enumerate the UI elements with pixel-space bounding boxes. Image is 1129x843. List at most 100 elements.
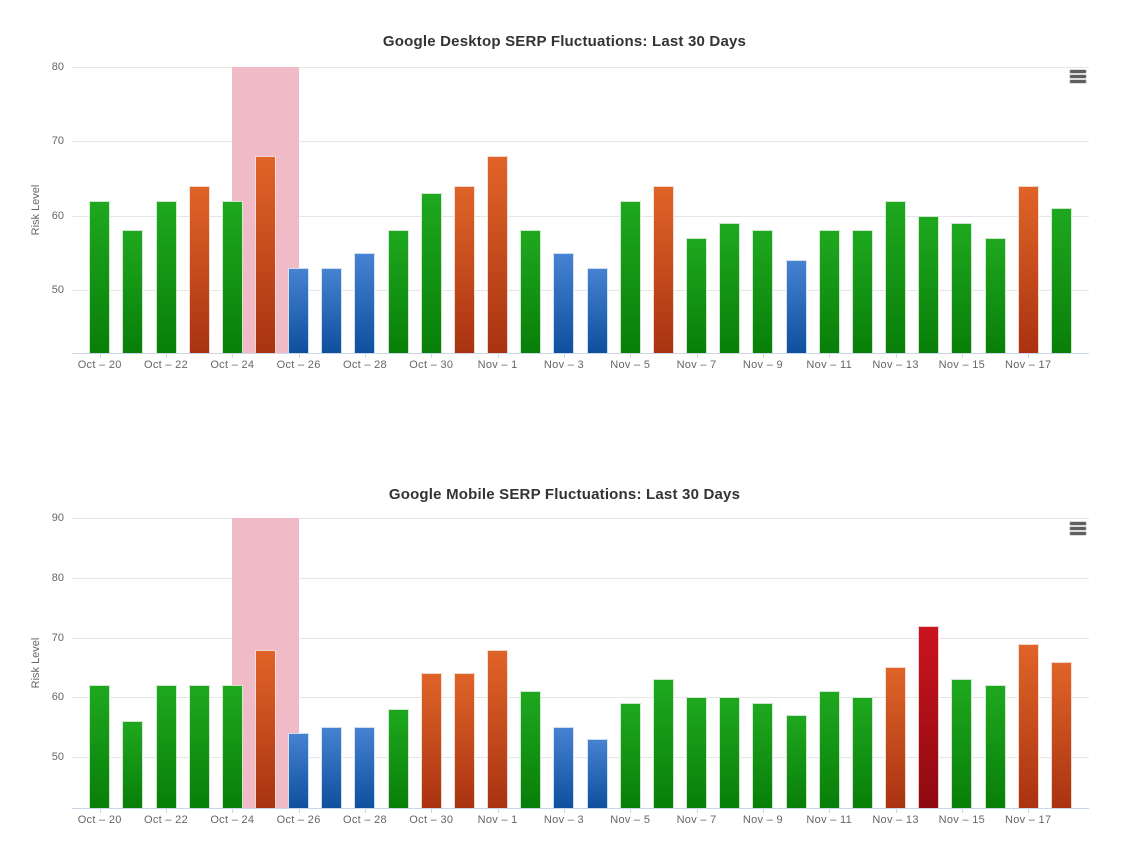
x-axis-tick-label: Oct – 22 <box>144 814 188 826</box>
bar-oct-23[interactable] <box>188 685 210 808</box>
bar-oct-20[interactable] <box>89 200 111 353</box>
bar-nov-14[interactable] <box>918 625 940 808</box>
bar-nov-5[interactable] <box>619 703 641 808</box>
bar-nov-11[interactable] <box>818 691 840 808</box>
bar-nov-10[interactable] <box>785 715 807 808</box>
bar-oct-22[interactable] <box>155 685 177 808</box>
bar-oct-23[interactable] <box>188 185 210 353</box>
bar-oct-27[interactable] <box>321 267 343 353</box>
chart-export-menu-button[interactable] <box>1066 518 1090 539</box>
bar-nov-5[interactable] <box>619 200 641 353</box>
x-axis-tick <box>563 353 565 358</box>
bar-nov-7[interactable] <box>686 697 708 808</box>
plot-area-desktop: 50 60 70 80 Oct – 20 Oct – 22 Oct – 24 Oct – 26… <box>52 61 1089 371</box>
x-axis-tick-label: Oct – 22 <box>144 359 188 371</box>
bar-nov-15[interactable] <box>951 223 973 353</box>
bar-oct-25[interactable] <box>255 156 276 353</box>
bar-nov-13[interactable] <box>885 200 907 353</box>
bar-nov-3[interactable] <box>553 727 575 808</box>
hamburger-icon <box>1070 70 1086 83</box>
x-axis-tick-label: Nov – 15 <box>938 359 986 371</box>
bar-nov-1[interactable] <box>487 649 509 808</box>
x-axis-tick-label: Nov – 9 <box>742 814 783 826</box>
bar-nov-6[interactable] <box>652 679 674 808</box>
x-axis-tick-label: Oct – 28 <box>342 814 387 826</box>
x-axis-tick <box>497 353 499 358</box>
x-axis-tick <box>829 353 831 358</box>
x-axis-tick <box>232 353 234 358</box>
bar-oct-21[interactable] <box>122 721 144 808</box>
bar-oct-28[interactable] <box>354 727 376 808</box>
x-axis-tick-label: Oct – 26 <box>276 814 321 826</box>
bar-nov-2[interactable] <box>520 691 542 808</box>
bar-nov-15[interactable] <box>951 679 973 808</box>
y-axis-tick-label: 60 <box>51 691 64 704</box>
bar-nov-12[interactable] <box>851 697 873 808</box>
bar-oct-25[interactable] <box>255 649 276 808</box>
bar-oct-30[interactable] <box>420 193 442 353</box>
x-axis-tick <box>961 808 963 813</box>
bar-oct-24[interactable] <box>221 685 243 808</box>
bar-nov-8[interactable] <box>719 697 741 808</box>
y-gridline <box>72 215 1089 217</box>
hamburger-icon-bar <box>1070 527 1086 530</box>
bar-nov-4[interactable] <box>586 267 608 353</box>
bar-oct-30[interactable] <box>420 673 442 808</box>
hamburger-icon-bar <box>1070 75 1086 78</box>
bar-oct-20[interactable] <box>89 685 111 808</box>
x-axis-tick <box>431 353 433 358</box>
bar-nov-2[interactable] <box>520 230 542 353</box>
bar-nov-7[interactable] <box>686 237 708 353</box>
bar-nov-13[interactable] <box>885 667 907 808</box>
x-axis-tick <box>431 808 433 813</box>
x-axis-tick <box>895 808 897 813</box>
bar-oct-29[interactable] <box>387 230 409 353</box>
bar-oct-28[interactable] <box>354 252 376 353</box>
y-gridline <box>72 637 1089 639</box>
x-axis-tick-label: Nov – 7 <box>676 359 717 371</box>
chart-export-menu-button[interactable] <box>1066 66 1090 87</box>
bar-nov-8[interactable] <box>719 223 741 353</box>
bar-nov-1[interactable] <box>487 156 509 353</box>
x-axis-tick-label: Nov – 3 <box>543 359 584 371</box>
bar-nov-18[interactable] <box>1050 208 1072 353</box>
x-axis-tick <box>99 353 101 358</box>
y-gridline <box>72 577 1089 579</box>
bar-nov-9[interactable] <box>752 230 774 353</box>
bar-nov-12[interactable] <box>851 230 873 353</box>
bar-nov-4[interactable] <box>586 739 608 808</box>
bar-oct-22[interactable] <box>155 200 177 353</box>
bar-nov-14[interactable] <box>918 215 940 353</box>
hamburger-icon-bar <box>1070 532 1086 535</box>
hamburger-icon <box>1070 522 1086 535</box>
bar-oct-24[interactable] <box>221 200 243 353</box>
bar-oct-27[interactable] <box>321 727 343 808</box>
bar-nov-11[interactable] <box>818 230 840 353</box>
y-axis-tick-label: 80 <box>51 61 64 73</box>
bar-nov-6[interactable] <box>652 185 674 353</box>
y-gridline <box>72 518 1089 519</box>
bar-oct-29[interactable] <box>387 709 409 808</box>
bar-nov-3[interactable] <box>553 252 575 353</box>
bar-nov-18[interactable] <box>1050 661 1072 808</box>
y-gridline <box>72 67 1089 68</box>
bar-oct-31[interactable] <box>453 185 475 353</box>
bar-nov-9[interactable] <box>752 703 774 808</box>
x-axis-tick <box>696 353 698 358</box>
bar-oct-26[interactable] <box>288 733 310 808</box>
x-axis-tick <box>829 808 831 813</box>
bar-nov-16[interactable] <box>984 685 1006 808</box>
x-axis-tick <box>497 808 499 813</box>
x-axis-tick-label: Nov – 3 <box>543 814 584 826</box>
bar-oct-21[interactable] <box>122 230 144 353</box>
bar-oct-31[interactable] <box>453 673 475 808</box>
x-axis-tick <box>166 808 168 813</box>
bar-nov-17[interactable] <box>1017 643 1039 808</box>
x-axis-tick <box>762 808 764 813</box>
y-axis-tick-label: 80 <box>51 571 64 584</box>
bar-nov-17[interactable] <box>1017 185 1039 353</box>
bar-oct-26[interactable] <box>288 267 310 353</box>
bar-nov-10[interactable] <box>785 260 807 353</box>
x-axis-tick <box>232 808 234 813</box>
bar-nov-16[interactable] <box>984 237 1006 353</box>
